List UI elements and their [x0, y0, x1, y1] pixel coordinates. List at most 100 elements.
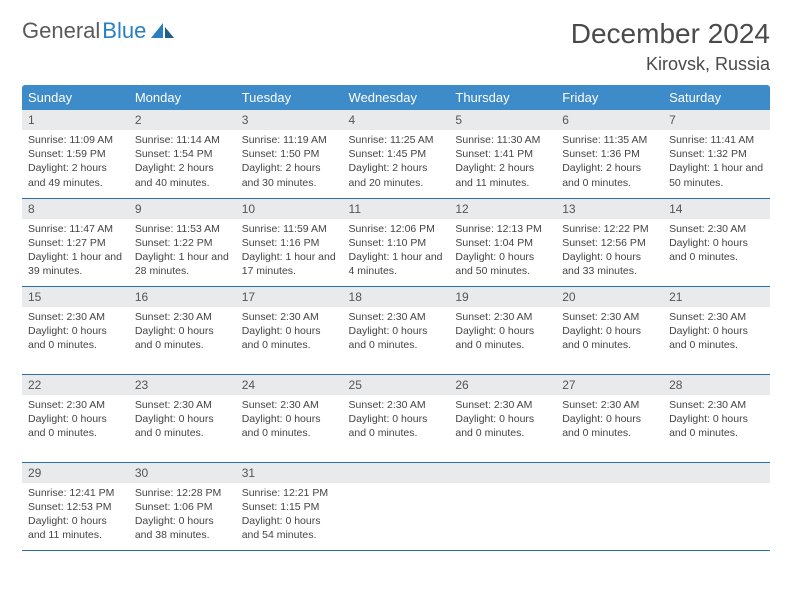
day-detail-line: Sunrise: 12:28 PM: [135, 486, 230, 500]
day-number: 24: [236, 375, 343, 395]
day-detail-line: Sunrise: 12:22 PM: [562, 222, 657, 236]
day-number: 21: [663, 287, 770, 307]
day-details: Sunset: 2:30 AMDaylight: 0 hours and 0 m…: [236, 307, 343, 357]
day-cell: 2Sunrise: 11:14 AMSunset: 1:54 PMDayligh…: [129, 110, 236, 198]
weekday-friday: Friday: [556, 85, 663, 110]
day-detail-line: Sunrise: 12:41 PM: [28, 486, 123, 500]
day-details: Sunrise: 11:19 AMSunset: 1:50 PMDaylight…: [236, 130, 343, 194]
day-cell: 4Sunrise: 11:25 AMSunset: 1:45 PMDayligh…: [343, 110, 450, 198]
day-number: 12: [449, 199, 556, 219]
day-number: 28: [663, 375, 770, 395]
day-number: 26: [449, 375, 556, 395]
day-detail-line: Sunset: 2:30 AM: [455, 398, 550, 412]
day-details: Sunrise: 12:41 PMSunset: 12:53 PMDayligh…: [22, 483, 129, 547]
month-title: December 2024: [571, 18, 770, 50]
day-cell: 14Sunset: 2:30 AMDaylight: 0 hours and 0…: [663, 198, 770, 286]
title-block: December 2024 Kirovsk, Russia: [571, 18, 770, 75]
day-detail-line: Sunset: 2:30 AM: [562, 398, 657, 412]
day-cell: 1Sunrise: 11:09 AMSunset: 1:59 PMDayligh…: [22, 110, 129, 198]
day-details: [663, 483, 770, 490]
week-row: 8Sunrise: 11:47 AMSunset: 1:27 PMDayligh…: [22, 198, 770, 286]
day-detail-line: Daylight: 2 hours and 49 minutes.: [28, 161, 123, 189]
day-detail-line: Sunset: 2:30 AM: [669, 222, 764, 236]
day-detail-line: Daylight: 0 hours and 0 minutes.: [242, 324, 337, 352]
day-detail-line: Sunrise: 11:09 AM: [28, 133, 123, 147]
day-detail-line: Sunrise: 11:47 AM: [28, 222, 123, 236]
day-details: Sunrise: 12:22 PMSunset: 12:56 PMDayligh…: [556, 219, 663, 283]
day-details: Sunrise: 11:47 AMSunset: 1:27 PMDaylight…: [22, 219, 129, 283]
day-number: 11: [343, 199, 450, 219]
empty-cell: [449, 462, 556, 550]
day-cell: 29Sunrise: 12:41 PMSunset: 12:53 PMDayli…: [22, 462, 129, 550]
day-details: Sunset: 2:30 AMDaylight: 0 hours and 0 m…: [663, 395, 770, 445]
brand-logo: GeneralBlue: [22, 18, 176, 44]
day-detail-line: Daylight: 1 hour and 39 minutes.: [28, 250, 123, 278]
day-details: Sunset: 2:30 AMDaylight: 0 hours and 0 m…: [129, 395, 236, 445]
day-number: 30: [129, 463, 236, 483]
day-detail-line: Sunset: 1:15 PM: [242, 500, 337, 514]
day-cell: 6Sunrise: 11:35 AMSunset: 1:36 PMDayligh…: [556, 110, 663, 198]
day-detail-line: Daylight: 0 hours and 0 minutes.: [669, 412, 764, 440]
day-number: 5: [449, 110, 556, 130]
day-detail-line: Sunset: 1:32 PM: [669, 147, 764, 161]
brand-name-1: General: [22, 18, 100, 44]
day-number: 4: [343, 110, 450, 130]
day-details: Sunset: 2:30 AMDaylight: 0 hours and 0 m…: [449, 307, 556, 357]
weekday-tuesday: Tuesday: [236, 85, 343, 110]
day-detail-line: Sunrise: 12:13 PM: [455, 222, 550, 236]
day-cell: 20Sunset: 2:30 AMDaylight: 0 hours and 0…: [556, 286, 663, 374]
day-detail-line: Sunrise: 11:53 AM: [135, 222, 230, 236]
day-detail-line: Daylight: 0 hours and 0 minutes.: [562, 324, 657, 352]
day-number: 10: [236, 199, 343, 219]
day-detail-line: Sunrise: 11:30 AM: [455, 133, 550, 147]
day-details: Sunrise: 12:21 PMSunset: 1:15 PMDaylight…: [236, 483, 343, 547]
day-detail-line: Daylight: 1 hour and 17 minutes.: [242, 250, 337, 278]
day-detail-line: Sunset: 1:27 PM: [28, 236, 123, 250]
day-details: Sunset: 2:30 AMDaylight: 0 hours and 0 m…: [556, 307, 663, 357]
day-cell: 16Sunset: 2:30 AMDaylight: 0 hours and 0…: [129, 286, 236, 374]
day-number: 1: [22, 110, 129, 130]
empty-cell: [556, 462, 663, 550]
calendar-body: 1Sunrise: 11:09 AMSunset: 1:59 PMDayligh…: [22, 110, 770, 550]
day-detail-line: Daylight: 2 hours and 40 minutes.: [135, 161, 230, 189]
day-cell: 10Sunrise: 11:59 AMSunset: 1:16 PMDaylig…: [236, 198, 343, 286]
brand-sail-icon: [150, 21, 176, 41]
day-details: Sunset: 2:30 AMDaylight: 0 hours and 0 m…: [343, 307, 450, 357]
day-cell: 31Sunrise: 12:21 PMSunset: 1:15 PMDaylig…: [236, 462, 343, 550]
empty-cell: [663, 462, 770, 550]
day-number: 9: [129, 199, 236, 219]
day-number: 18: [343, 287, 450, 307]
day-number: 25: [343, 375, 450, 395]
day-detail-line: Sunset: 2:30 AM: [669, 398, 764, 412]
day-detail-line: Daylight: 2 hours and 30 minutes.: [242, 161, 337, 189]
day-details: Sunrise: 12:06 PMSunset: 1:10 PMDaylight…: [343, 219, 450, 283]
day-details: Sunrise: 11:35 AMSunset: 1:36 PMDaylight…: [556, 130, 663, 194]
weekday-wednesday: Wednesday: [343, 85, 450, 110]
day-detail-line: Sunset: 1:36 PM: [562, 147, 657, 161]
brand-name-2: Blue: [102, 18, 146, 44]
day-detail-line: Daylight: 0 hours and 38 minutes.: [135, 514, 230, 542]
calendar-table: SundayMondayTuesdayWednesdayThursdayFrid…: [22, 85, 770, 551]
day-detail-line: Daylight: 0 hours and 33 minutes.: [562, 250, 657, 278]
day-details: Sunrise: 12:28 PMSunset: 1:06 PMDaylight…: [129, 483, 236, 547]
day-cell: 27Sunset: 2:30 AMDaylight: 0 hours and 0…: [556, 374, 663, 462]
day-cell: 22Sunset: 2:30 AMDaylight: 0 hours and 0…: [22, 374, 129, 462]
week-row: 29Sunrise: 12:41 PMSunset: 12:53 PMDayli…: [22, 462, 770, 550]
day-number: [556, 463, 663, 483]
day-detail-line: Sunset: 2:30 AM: [349, 398, 444, 412]
day-number: 27: [556, 375, 663, 395]
day-detail-line: Sunrise: 11:19 AM: [242, 133, 337, 147]
day-cell: 30Sunrise: 12:28 PMSunset: 1:06 PMDaylig…: [129, 462, 236, 550]
day-number: 16: [129, 287, 236, 307]
day-details: Sunset: 2:30 AMDaylight: 0 hours and 0 m…: [556, 395, 663, 445]
day-detail-line: Daylight: 0 hours and 0 minutes.: [349, 324, 444, 352]
day-detail-line: Sunrise: 12:21 PM: [242, 486, 337, 500]
day-detail-line: Sunset: 1:50 PM: [242, 147, 337, 161]
day-detail-line: Daylight: 0 hours and 0 minutes.: [135, 324, 230, 352]
day-number: 31: [236, 463, 343, 483]
day-detail-line: Sunrise: 11:14 AM: [135, 133, 230, 147]
day-detail-line: Sunset: 2:30 AM: [135, 398, 230, 412]
day-detail-line: Sunset: 2:30 AM: [28, 398, 123, 412]
weekday-monday: Monday: [129, 85, 236, 110]
day-cell: 18Sunset: 2:30 AMDaylight: 0 hours and 0…: [343, 286, 450, 374]
